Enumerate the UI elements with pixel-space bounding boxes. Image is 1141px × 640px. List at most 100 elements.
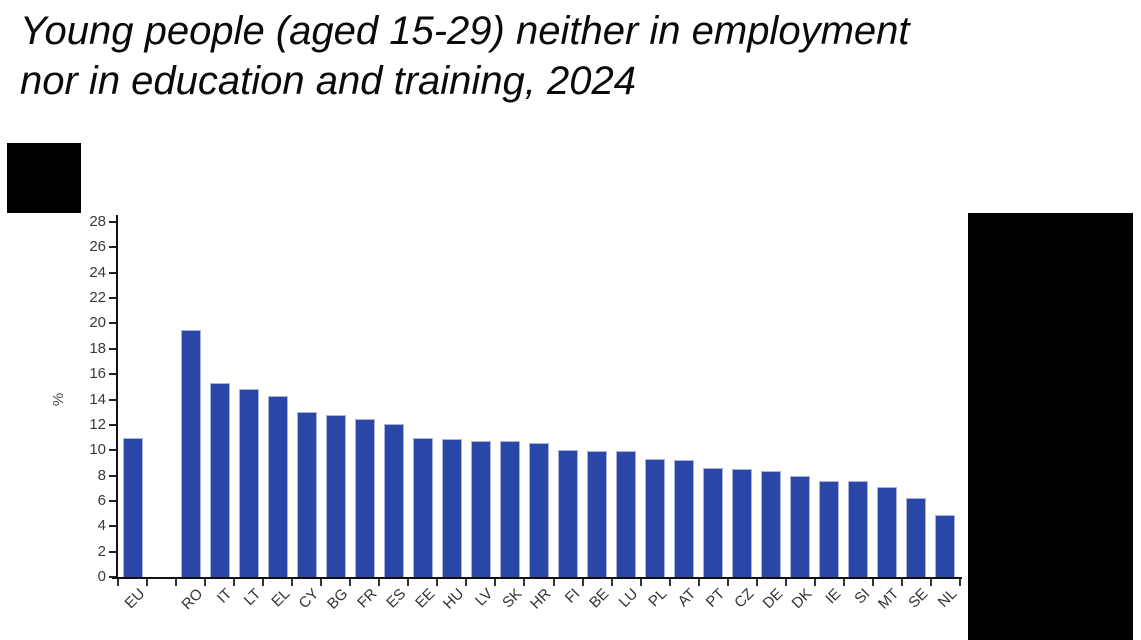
x-label-FI: FI — [561, 585, 584, 607]
bar-AT[interactable] — [674, 460, 695, 577]
x-label-PL: PL — [645, 585, 671, 611]
y-tick-label-10: 10 — [89, 441, 106, 459]
bar-CZ[interactable] — [732, 469, 753, 577]
bar-EU[interactable] — [122, 437, 143, 577]
y-tick-label-16: 16 — [89, 365, 106, 383]
y-axis-tick — [109, 322, 116, 325]
bar-LU[interactable] — [616, 451, 637, 577]
bar-RO[interactable] — [180, 329, 201, 577]
bar-IE[interactable] — [819, 480, 840, 577]
x-axis-tick — [291, 579, 294, 586]
chart-title-line2: nor in education and training, 2024 — [20, 59, 637, 103]
y-axis-tick — [109, 221, 116, 223]
x-label-LT: LT — [240, 585, 264, 609]
x-label-AT: AT — [674, 585, 700, 611]
x-label-ES: ES — [382, 585, 410, 612]
y-tick-label-20: 20 — [89, 314, 106, 332]
x-axis-tick — [959, 579, 961, 586]
bar-ES[interactable] — [383, 423, 404, 577]
x-axis-tick — [494, 579, 497, 586]
redaction-box-top-left — [7, 143, 81, 213]
bar-BG[interactable] — [325, 414, 346, 577]
y-axis-tick — [109, 525, 116, 528]
x-label-FR: FR — [353, 585, 381, 612]
x-label-CY: CY — [295, 585, 323, 613]
bar-DE[interactable] — [761, 470, 782, 577]
bar-PL[interactable] — [645, 459, 666, 577]
bar-DK[interactable] — [790, 475, 811, 577]
x-label-SI: SI — [851, 585, 874, 608]
bar-HR[interactable] — [529, 442, 549, 577]
x-axis-tick — [552, 579, 555, 586]
bar-EL[interactable] — [267, 395, 288, 577]
x-axis-tick — [639, 579, 642, 586]
bar-BE[interactable] — [587, 451, 608, 577]
y-tick-label-18: 18 — [89, 339, 106, 357]
x-label-SK: SK — [499, 585, 526, 612]
y-axis-tick — [109, 271, 116, 274]
bar-EE[interactable] — [412, 437, 433, 577]
bar-FR[interactable] — [354, 418, 375, 577]
x-label-EL: EL — [267, 585, 294, 611]
y-tick-label-26: 26 — [89, 238, 106, 256]
x-axis-tick — [175, 579, 178, 586]
x-label-CZ: CZ — [731, 585, 758, 612]
bar-SI[interactable] — [848, 480, 869, 577]
bar-CY[interactable] — [296, 412, 317, 577]
x-label-DE: DE — [759, 585, 787, 613]
x-axis-tick — [900, 579, 903, 586]
x-axis-tick — [262, 579, 265, 586]
x-axis-tick — [784, 579, 787, 586]
x-axis-tick — [320, 579, 323, 586]
x-axis-tick — [378, 579, 381, 586]
bar-MT[interactable] — [877, 486, 898, 577]
bar-SK[interactable] — [499, 441, 520, 577]
y-tick-label-8: 8 — [97, 466, 106, 484]
x-label-LV: LV — [472, 585, 497, 610]
x-label-IE: IE — [822, 585, 845, 608]
bar-PT[interactable] — [703, 467, 724, 577]
x-label-BG: BG — [323, 585, 352, 613]
x-axis-tick — [668, 579, 671, 586]
bar-IT[interactable] — [209, 383, 230, 577]
x-axis-tick — [581, 579, 584, 586]
x-label-RO: RO — [177, 585, 206, 614]
y-tick-label-0: 0 — [97, 568, 106, 585]
x-axis-tick — [146, 579, 149, 586]
x-label-DK: DK — [788, 585, 816, 613]
x-axis-tick — [465, 579, 468, 586]
y-tick-label-14: 14 — [89, 390, 106, 408]
redaction-box-right — [968, 213, 1133, 640]
x-label-HU: HU — [439, 585, 468, 613]
y-tick-label-22: 22 — [89, 289, 106, 307]
y-axis-tick — [109, 576, 116, 578]
x-axis-tick — [233, 579, 236, 586]
y-axis-tick — [109, 449, 116, 452]
x-label-EE: EE — [411, 585, 439, 612]
bar-LV[interactable] — [470, 441, 491, 577]
x-label-SE: SE — [905, 585, 932, 612]
bar-NL[interactable] — [935, 514, 956, 577]
y-axis-tick — [109, 297, 116, 300]
bar-HU[interactable] — [441, 438, 462, 577]
x-axis-tick — [871, 579, 874, 586]
y-tick-label-12: 12 — [89, 415, 106, 433]
x-axis-tick — [436, 579, 439, 586]
y-axis-tick — [109, 347, 116, 350]
y-axis-tick — [109, 423, 116, 426]
bar-FI[interactable] — [558, 450, 579, 577]
bar-LT[interactable] — [238, 389, 259, 577]
x-axis-tick — [204, 579, 207, 586]
y-axis-title: % — [50, 392, 68, 406]
y-tick-label-28: 28 — [89, 213, 106, 230]
x-label-NL: NL — [935, 585, 961, 611]
x-axis-tick — [117, 579, 119, 586]
x-label-PT: PT — [702, 585, 729, 611]
y-axis-tick — [109, 474, 116, 477]
y-tick-label-4: 4 — [97, 517, 106, 535]
y-axis-tick — [109, 373, 116, 376]
bar-SE[interactable] — [906, 498, 927, 577]
x-axis-tick — [755, 579, 758, 586]
x-axis-tick — [349, 579, 352, 586]
